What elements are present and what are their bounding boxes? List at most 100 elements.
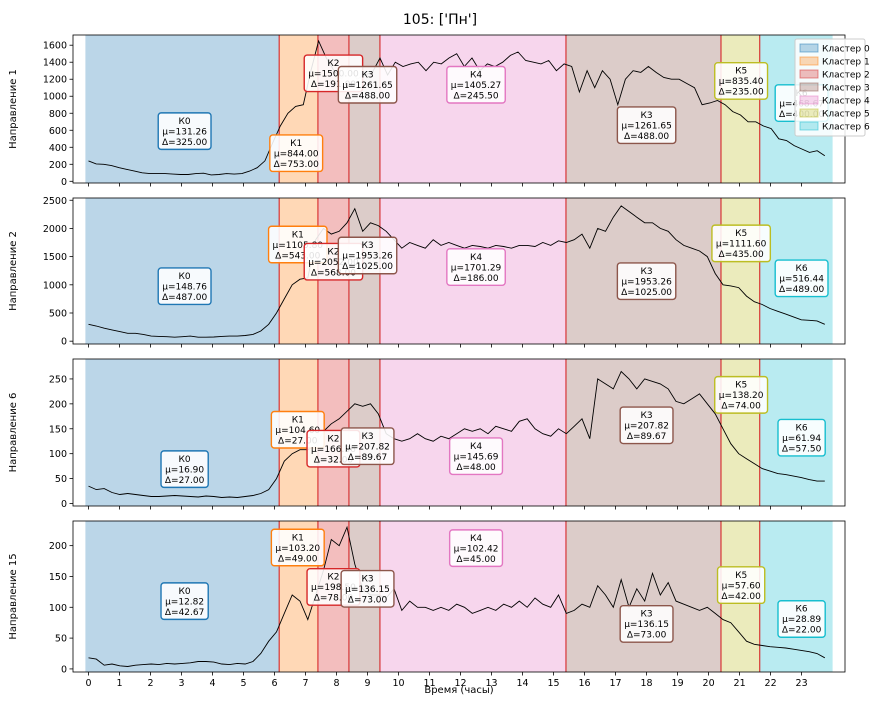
cluster-label-text: μ=12.82 (165, 597, 204, 607)
x-tick-label: 16 (579, 678, 591, 689)
legend-item: Кластер 0 (822, 45, 870, 55)
cluster-label-text: Δ=48.00 (456, 463, 496, 473)
y-tick-label: 50 (55, 474, 67, 485)
cluster-label-text: К6 (796, 264, 808, 274)
cluster-band (721, 35, 760, 183)
x-tick-label: 14 (517, 678, 529, 689)
cluster-label-text: К1 (292, 533, 304, 543)
cluster-label-text: μ=16.90 (165, 465, 204, 475)
cluster-label-text: Δ=42.00 (721, 592, 761, 602)
cluster-label: К4μ=1701.29Δ=186.00 (447, 249, 505, 286)
cluster-label-text: Δ=73.00 (348, 596, 388, 606)
cluster-label-text: К4 (470, 253, 482, 263)
cluster-label-text: К3 (361, 241, 373, 251)
cluster-label-text: Δ=753.00 (274, 160, 319, 170)
cluster-label-text: μ=136.15 (345, 585, 390, 595)
cluster-label-text: К4 (470, 442, 482, 452)
legend-swatch (800, 83, 818, 91)
y-tick-label: 0 (61, 337, 67, 348)
cluster-label-text: μ=148.76 (162, 282, 207, 292)
x-tick-label: 1 (116, 678, 122, 689)
x-tick-label: 20 (703, 678, 715, 689)
cluster-label: К4μ=102.42Δ=45.00 (450, 530, 503, 567)
cluster-label-text: μ=103.20 (275, 544, 320, 554)
cluster-label-text: К2 (327, 59, 339, 69)
cluster-label-text: Δ=325.00 (162, 138, 207, 148)
cluster-label-text: μ=1111.60 (716, 240, 767, 250)
y-tick-label: 200 (49, 541, 67, 552)
cluster-label: К4μ=145.69Δ=48.00 (450, 438, 503, 475)
x-axis-label: Время (часы) (424, 685, 493, 696)
legend-item: Кластер 1 (822, 58, 870, 68)
cluster-label: К0μ=16.90Δ=27.00 (161, 451, 208, 488)
cluster-label-text: Δ=89.67 (627, 432, 666, 442)
panel-3: К0μ=16.90Δ=27.00К1μ=104.60Δ=27.00 К2μ=166… (8, 359, 845, 510)
cluster-label-text: К2 (327, 573, 339, 583)
cluster-label-text: μ=102.42 (454, 544, 499, 554)
cluster-label: К3μ=207.82Δ=89.67 (341, 428, 394, 465)
cluster-label-text: Δ=57.50 (782, 444, 822, 454)
y-tick-label: 150 (49, 424, 67, 435)
cluster-label: К6μ=516.44Δ=489.00 (775, 260, 828, 297)
cluster-band (380, 359, 566, 506)
cluster-label-text: Δ=435.00 (719, 250, 764, 260)
x-tick-label: 4 (209, 678, 215, 689)
legend-swatch (800, 109, 818, 117)
y-axis-label: Направление 1 (8, 69, 19, 149)
cluster-label-text: μ=516.44 (779, 275, 824, 285)
y-axis-label: Направление 15 (8, 553, 19, 639)
cluster-label-text: Δ=235.00 (719, 88, 764, 98)
y-tick-label: 250 (49, 374, 67, 385)
cluster-label-text: К3 (641, 267, 653, 277)
y-tick-label: 1000 (43, 92, 67, 103)
cluster-label-text: К4 (470, 71, 482, 81)
cluster-band (566, 521, 721, 672)
cluster-label-text: К3 (641, 411, 653, 421)
cluster-label-text: μ=207.82 (345, 442, 390, 452)
y-tick-label: 0 (61, 177, 67, 188)
x-tick-label: 18 (641, 678, 653, 689)
cluster-label-text: К3 (361, 575, 373, 585)
x-tick-label: 21 (734, 678, 746, 689)
legend-swatch (800, 70, 818, 78)
y-tick-label: 600 (49, 126, 67, 137)
cluster-label-text: Δ=489.00 (779, 285, 824, 295)
x-tick-label: 2 (147, 678, 153, 689)
cluster-label: К3μ=207.82Δ=89.67 (620, 407, 673, 444)
legend-swatch (800, 44, 818, 52)
y-tick-label: 150 (49, 572, 67, 583)
cluster-label: К3μ=136.15Δ=73.00 (341, 571, 394, 608)
cluster-label-text: Δ=487.00 (162, 293, 207, 303)
y-tick-label: 400 (49, 143, 67, 154)
cluster-label-text: μ=1701.29 (451, 263, 502, 273)
legend-item: Кластер 5 (822, 110, 870, 120)
cluster-label-text: Δ=22.00 (782, 626, 822, 636)
cluster-label-text: Δ=27.00 (165, 476, 205, 486)
cluster-label-text: μ=1405.27 (451, 81, 501, 91)
cluster-label-text: Δ=488.00 (624, 132, 669, 142)
cluster-label-text: μ=835.40 (719, 77, 764, 87)
cluster-label: К5μ=835.40Δ=235.00 (715, 63, 768, 99)
x-tick-label: 17 (610, 678, 622, 689)
cluster-label-text: Δ=42.67 (165, 608, 204, 618)
cluster-band (721, 198, 760, 344)
cluster-label-text: μ=1953.26 (621, 277, 672, 287)
cluster-label: К6μ=61.94Δ=57.50 (778, 419, 825, 456)
cluster-label: К0μ=131.26Δ=325.00 (158, 113, 211, 150)
y-tick-label: 0 (61, 499, 67, 510)
x-tick-label: 0 (85, 678, 91, 689)
cluster-label-text: Δ=1025.00 (621, 288, 672, 298)
cluster-label-text: μ=28.89 (782, 615, 821, 625)
x-tick-label: 9 (365, 678, 371, 689)
cluster-label: К1μ=844.00Δ=753.00 (270, 135, 323, 172)
x-tick-label: 10 (392, 678, 404, 689)
cluster-band (380, 35, 566, 183)
cluster-label-text: Δ=488.00 (345, 92, 390, 102)
cluster-label-text: К3 (361, 432, 373, 442)
y-tick-label: 200 (49, 160, 67, 171)
cluster-label-text: μ=207.82 (624, 422, 669, 432)
y-tick-label: 2000 (43, 224, 67, 235)
cluster-label-text: К0 (179, 455, 191, 465)
y-tick-label: 500 (49, 308, 67, 319)
y-tick-label: 0 (61, 664, 67, 675)
